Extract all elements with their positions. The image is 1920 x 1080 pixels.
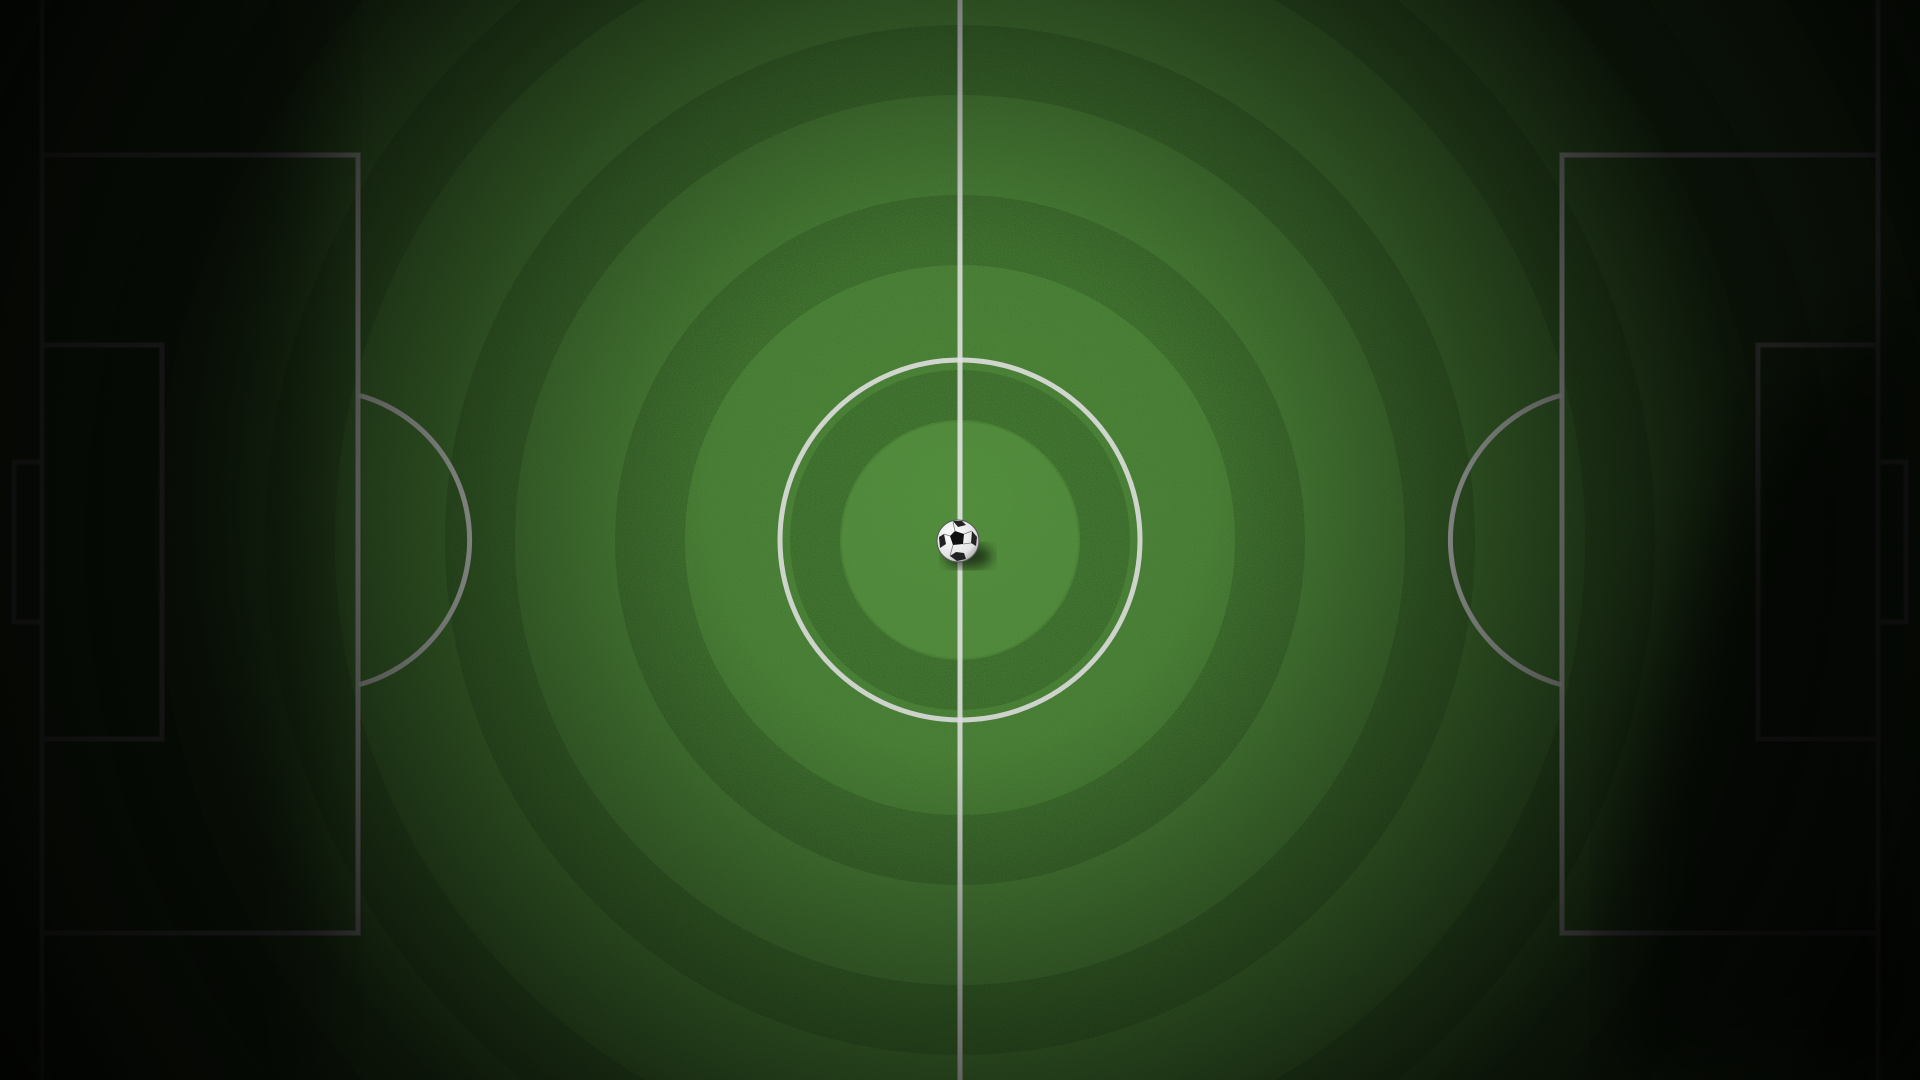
ball-patch-top	[953, 521, 966, 527]
right-shadow	[1620, 280, 1920, 1080]
ball-patch-bottom	[950, 552, 966, 561]
ball-patch-center	[950, 531, 964, 545]
ball-patch-left	[939, 534, 946, 548]
soccer-ball-icon	[936, 519, 992, 568]
left-shadow	[0, 0, 320, 1080]
ball-patch-right	[971, 531, 977, 546]
